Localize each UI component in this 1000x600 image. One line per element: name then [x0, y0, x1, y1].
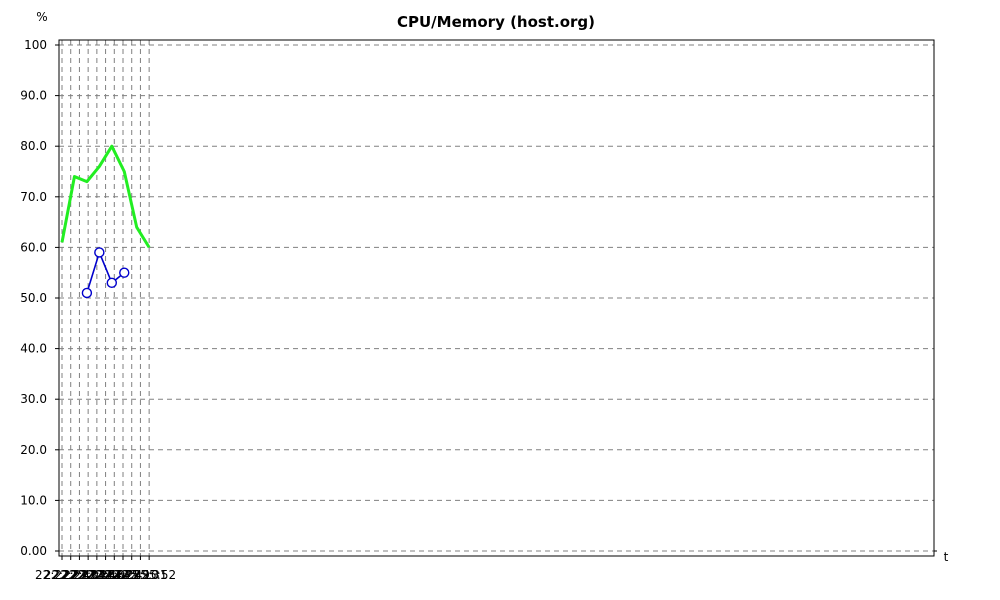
axes	[55, 39, 937, 560]
plot-frame	[58, 39, 935, 557]
x-tick-label: 22:25:10	[105, 568, 159, 582]
chart-title: CPU/Memory (host.org)	[397, 13, 595, 31]
y-tick-label: 100	[24, 38, 47, 52]
x-tick-label: 22:23:25	[61, 568, 115, 582]
y-tick-label: 90.0	[20, 89, 47, 103]
data-point-marker	[94, 247, 105, 258]
series-line-0	[60, 144, 151, 249]
series-layer	[60, 144, 151, 299]
tick-labels: 0.00 10.0 20.0 30.0 40.0 50.0 60.0 70.0 80.0 90.0…	[20, 38, 176, 582]
y-tick-label: 50.0	[20, 291, 47, 305]
x-tick-label: 22:24:07	[79, 568, 133, 582]
y-tick-label: 80.0	[20, 139, 47, 153]
y-tick-label: 70.0	[20, 190, 47, 204]
y-tick-label: 40.0	[20, 342, 47, 356]
data-point-marker	[119, 267, 130, 278]
x-tick-label: 22:23:46	[70, 568, 124, 582]
y-tick-label: 10.0	[20, 493, 47, 507]
x-tick-label: 22:25:31	[113, 568, 167, 582]
grid	[59, 40, 934, 556]
y-tick-label: 20.0	[20, 443, 47, 457]
y-tick-label: 30.0	[20, 392, 47, 406]
y-axis-label: %	[36, 10, 47, 24]
x-tick-label: 22:24:49	[96, 568, 150, 582]
x-tick-label: 22:22:22	[35, 568, 89, 582]
y-tick-label: 60.0	[20, 240, 47, 254]
x-tick-label: 22:25:52	[122, 568, 176, 582]
x-axis-label: t	[944, 550, 949, 564]
x-tick-label: 22:23:04	[52, 568, 106, 582]
data-point-marker	[106, 277, 118, 289]
x-tick-label: 22:24:28	[87, 568, 141, 582]
data-point-marker	[81, 287, 93, 299]
series-line-1	[86, 251, 125, 294]
x-tick-label: 22:22:43	[44, 568, 98, 582]
y-tick-label: 0.00	[20, 544, 47, 558]
